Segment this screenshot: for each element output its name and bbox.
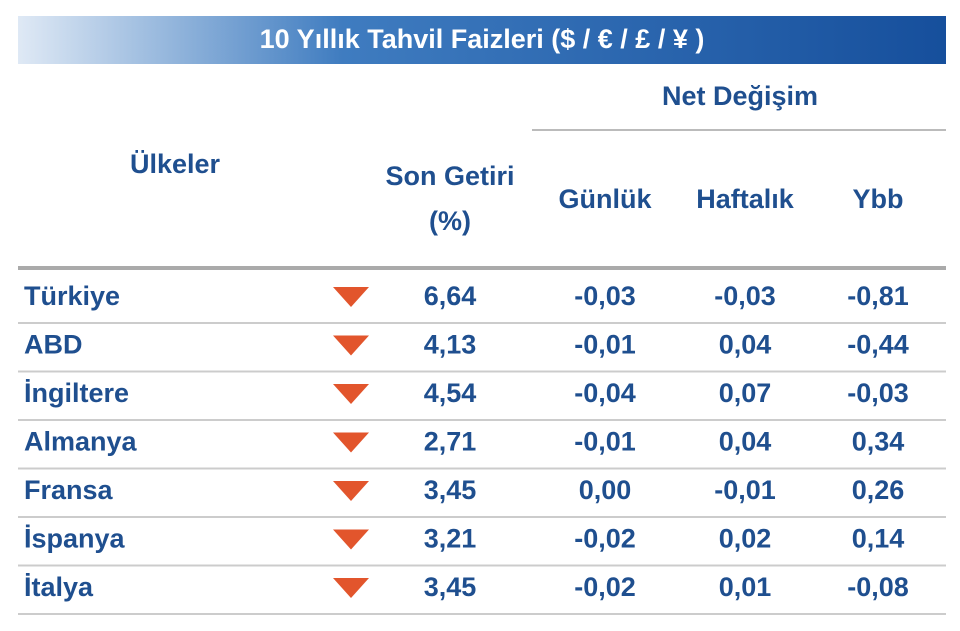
cell-value: 0,04 (719, 427, 772, 457)
column-header: Ülkeler (130, 149, 221, 179)
cell-value: 0,14 (852, 524, 905, 554)
cell-value: -0,03 (574, 281, 636, 311)
cell-value: -0,01 (574, 427, 636, 457)
cell-value: 3,45 (424, 572, 477, 602)
cell-value: 3,45 (424, 475, 477, 505)
cell-value: 0,07 (719, 378, 772, 408)
cell-value: 0,34 (852, 427, 905, 457)
column-header: Ybb (853, 184, 904, 214)
down-arrow (333, 287, 369, 307)
cell-value: 0,02 (719, 524, 772, 554)
cell-value: -0,44 (847, 330, 909, 360)
group-header: Net Değişim (662, 81, 818, 111)
down-arrow (333, 529, 369, 550)
column-header: Günlük (559, 184, 653, 214)
title: 10 Yıllık Tahvil Faizleri ($ / € / £ / ¥… (260, 24, 705, 54)
down-arrow (333, 432, 369, 453)
column-header: Haftalık (696, 184, 795, 214)
cell-value: 2,71 (424, 427, 477, 457)
country: İngiltere (24, 378, 129, 408)
cell-value: -0,02 (574, 524, 636, 554)
country: İspanya (24, 524, 126, 554)
cell-value: -0,08 (847, 572, 909, 602)
column-header: Son Getiri (385, 161, 514, 191)
country: Türkiye (24, 281, 120, 311)
down-arrow (333, 384, 369, 404)
down-arrow (333, 481, 369, 501)
cell-value: 3,21 (424, 524, 477, 554)
cell-value: -0,04 (574, 378, 636, 408)
country: Fransa (24, 475, 114, 505)
cell-value: 0,00 (579, 475, 632, 505)
country: Almanya (24, 427, 138, 457)
cell-value: 0,01 (719, 572, 772, 602)
cell-value: 0,26 (852, 475, 905, 505)
country: İtalya (24, 572, 94, 602)
cell-value: -0,03 (847, 378, 909, 408)
cell-value: -0,03 (714, 281, 776, 311)
cell-value: -0,01 (574, 330, 636, 360)
country: ABD (24, 330, 83, 360)
down-arrow (333, 578, 369, 598)
cell-value: 4,54 (424, 378, 477, 408)
cell-value: -0,02 (574, 572, 636, 602)
title-bar (18, 16, 946, 64)
column-header: (%) (429, 206, 471, 236)
down-arrow (333, 335, 369, 356)
cell-value: -0,81 (847, 281, 909, 311)
cell-value: -0,01 (714, 475, 776, 505)
cell-value: 0,04 (719, 330, 772, 360)
cell-value: 4,13 (424, 330, 477, 360)
cell-value: 6,64 (424, 281, 477, 311)
